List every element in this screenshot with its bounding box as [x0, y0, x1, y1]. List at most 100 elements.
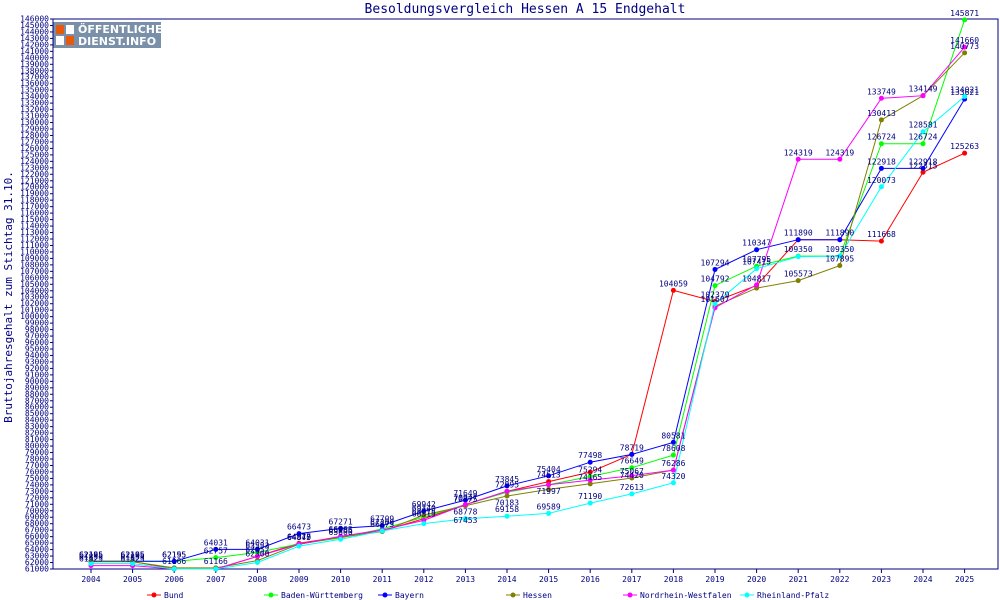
- y-tick-label: 123000: [20, 163, 49, 172]
- data-point: [878, 117, 884, 123]
- data-label: 102379: [701, 290, 730, 299]
- data-label: 66473: [287, 523, 311, 532]
- y-tick-label: 133000: [20, 99, 49, 108]
- data-label: 70947: [453, 494, 477, 503]
- data-label: 78608: [661, 444, 685, 453]
- data-label: 67453: [453, 516, 477, 525]
- y-tick-label: 71000: [25, 500, 49, 509]
- data-point: [213, 546, 219, 552]
- x-tick-label: 2023: [872, 575, 891, 584]
- y-tick-label: 136000: [20, 79, 49, 88]
- x-tick-label: 2013: [456, 575, 475, 584]
- data-point: [462, 516, 468, 522]
- data-point: [254, 560, 260, 566]
- y-tick-label: 116000: [20, 209, 49, 218]
- x-tick-label: 2010: [331, 575, 350, 584]
- y-tick-label: 105000: [20, 280, 49, 289]
- data-label: 101607: [701, 295, 730, 304]
- data-point: [837, 156, 843, 162]
- data-label: 109350: [784, 245, 813, 254]
- legend-marker: [268, 592, 274, 598]
- data-point: [546, 473, 552, 479]
- y-tick-label: 66000: [25, 532, 49, 541]
- data-label: 64031: [204, 538, 228, 547]
- y-tick-label: 92000: [25, 364, 49, 373]
- y-tick-label: 91000: [25, 370, 49, 379]
- data-point: [338, 525, 344, 531]
- data-point: [837, 263, 843, 269]
- y-tick-label: 114000: [20, 222, 49, 231]
- x-tick-label: 2012: [414, 575, 433, 584]
- data-point: [254, 553, 260, 559]
- data-point: [795, 237, 801, 243]
- data-point: [379, 523, 385, 529]
- data-point: [754, 247, 760, 253]
- data-point: [421, 521, 427, 527]
- y-axis-ticks: 6100062000630006400065000660006700068000…: [20, 15, 53, 574]
- data-label: 64031: [245, 538, 269, 547]
- y-tick-label: 81000: [25, 435, 49, 444]
- data-label: 61166: [162, 557, 186, 566]
- data-label: 65966: [329, 526, 353, 535]
- x-tick-label: 2006: [165, 575, 184, 584]
- data-label: 71190: [578, 492, 602, 501]
- y-axis-label: Bruttojahresgehalt zum Stichtag 31.10.: [2, 171, 15, 423]
- data-point: [629, 465, 635, 471]
- y-tick-label: 124000: [20, 157, 49, 166]
- x-tick-label: 2020: [747, 575, 766, 584]
- data-point: [754, 266, 760, 272]
- y-tick-label: 141000: [20, 47, 49, 56]
- data-label: 125263: [950, 142, 979, 151]
- data-point: [504, 483, 510, 489]
- y-tick-label: 72000: [25, 493, 49, 502]
- x-tick-label: 2022: [830, 575, 849, 584]
- data-label: 76286: [661, 459, 685, 468]
- data-point: [587, 459, 593, 465]
- x-tick-label: 2019: [705, 575, 724, 584]
- data-label: 74420: [620, 471, 644, 480]
- data-point: [462, 502, 468, 508]
- data-point: [213, 566, 219, 572]
- y-tick-label: 108000: [20, 260, 49, 269]
- series-line-5: [91, 46, 965, 570]
- data-point: [878, 95, 884, 101]
- x-tick-label: 2007: [206, 575, 225, 584]
- x-axis-ticks: 2004 2005 2006 2007 2008 2009 2010 2011 2012 2013…: [81, 569, 974, 584]
- data-label: 80581: [661, 431, 685, 440]
- data-label: 145871: [950, 9, 979, 18]
- data-point: [878, 184, 884, 190]
- legend-label: Bayern: [395, 591, 424, 600]
- data-point: [670, 480, 676, 486]
- data-point: [421, 508, 427, 514]
- data-label: 126724: [909, 133, 938, 142]
- y-tick-label: 61000: [25, 565, 49, 574]
- data-point: [629, 473, 635, 479]
- data-label: 62300: [245, 550, 269, 559]
- y-tick-label: 118000: [20, 196, 49, 205]
- y-tick-label: 82000: [25, 429, 49, 438]
- data-label: 124319: [784, 148, 813, 157]
- data-label: 128581: [909, 121, 938, 130]
- data-label: 71649: [453, 489, 477, 498]
- y-tick-label: 145000: [20, 21, 49, 30]
- y-tick-label: 112000: [20, 235, 49, 244]
- y-tick-label: 80000: [25, 442, 49, 451]
- legend-label: Rheinland-Pfalz: [757, 591, 829, 600]
- data-point: [712, 266, 718, 272]
- data-label: 61525: [79, 555, 103, 564]
- data-point: [504, 488, 510, 494]
- plot-border: [52, 18, 999, 570]
- data-point: [878, 141, 884, 147]
- data-label: 64840: [287, 533, 311, 542]
- data-label: 122918: [867, 157, 896, 166]
- data-point: [920, 165, 926, 171]
- y-tick-label: 76000: [25, 467, 49, 476]
- data-label: 62165: [79, 550, 103, 559]
- y-tick-label: 113000: [20, 228, 49, 237]
- plot-area: [52, 18, 999, 570]
- data-label: 105573: [784, 270, 813, 279]
- legend-label: Bund: [164, 591, 183, 600]
- y-tick-label: 83000: [25, 422, 49, 431]
- data-point: [88, 561, 94, 567]
- y-tick-label: 64000: [25, 545, 49, 554]
